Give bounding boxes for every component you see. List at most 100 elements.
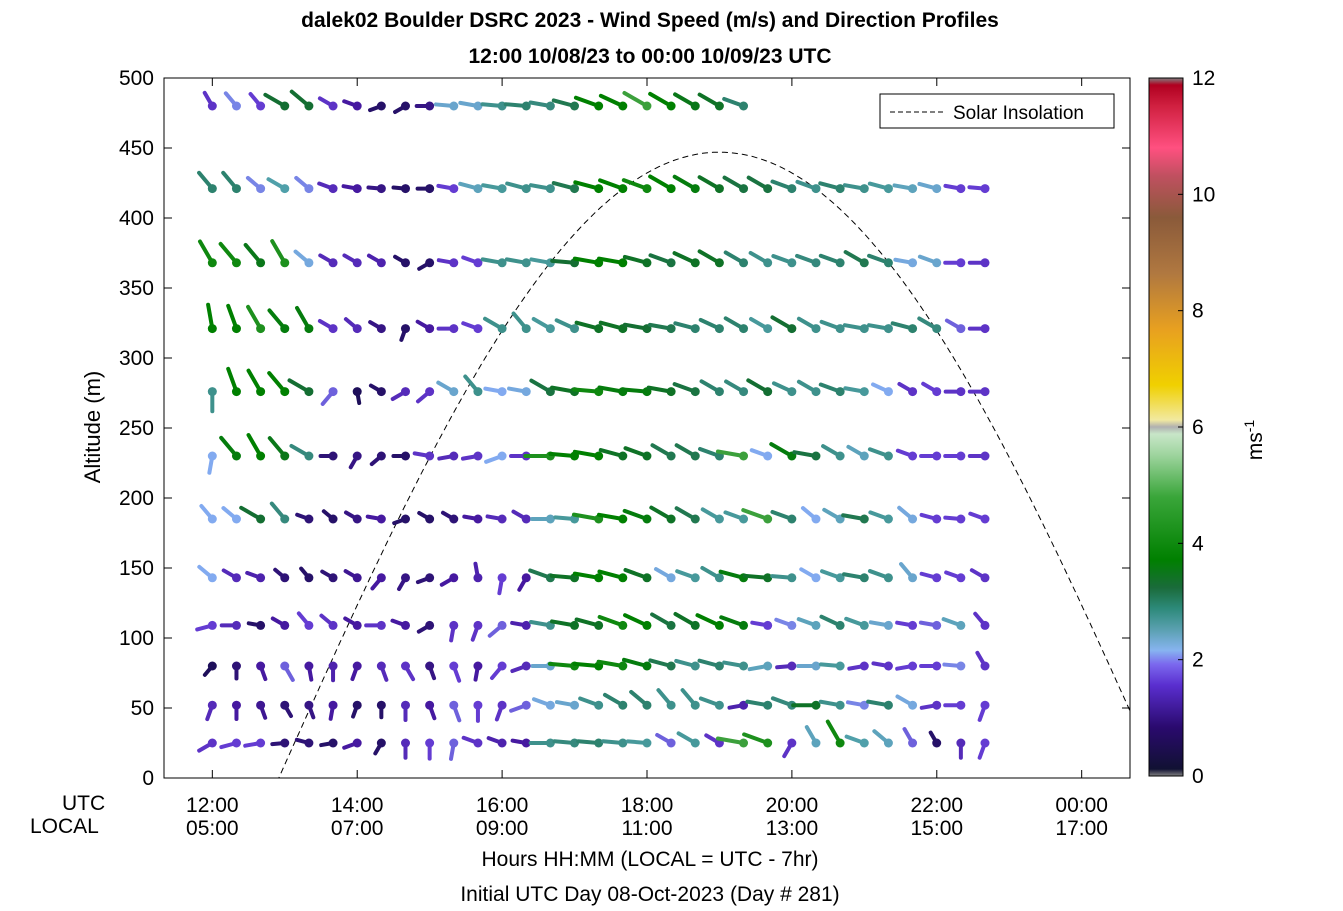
wind-barb <box>554 318 580 334</box>
wind-barb-dot <box>352 620 362 630</box>
wind-barb <box>473 561 483 583</box>
wind-barb <box>269 501 290 524</box>
wind-barb-dot <box>859 738 869 748</box>
wind-barb <box>723 510 749 524</box>
wind-barb <box>289 443 314 461</box>
wind-barb <box>800 506 821 524</box>
wind-barb-dot <box>618 620 628 630</box>
wind-barb <box>820 569 845 583</box>
wind-barb-dot <box>835 738 845 748</box>
wind-barb <box>202 90 217 111</box>
wind-barb-dot <box>352 324 362 334</box>
wind-barb-dot <box>256 387 266 397</box>
x-tick-label-utc: 22:00 <box>911 794 964 817</box>
wind-barb-dot <box>811 324 821 334</box>
wind-barb <box>846 444 869 461</box>
wind-barb <box>197 239 217 268</box>
wind-barb-dot <box>739 620 749 630</box>
y-tick-label: 50 <box>131 697 154 720</box>
wind-barb <box>746 175 773 194</box>
wind-barb <box>304 661 314 682</box>
wind-barb-dot <box>883 700 893 710</box>
wind-barb-dot <box>763 573 773 583</box>
wind-barb-dot <box>835 661 845 671</box>
wind-barb-dot <box>908 514 918 524</box>
x-tick-label-utc: 14:00 <box>331 794 384 817</box>
wind-barb-dot <box>473 573 483 583</box>
wind-barb-dot <box>400 184 410 194</box>
wind-barb-dot <box>207 258 217 268</box>
wind-barb-dot <box>280 661 290 671</box>
wind-barb <box>770 509 797 524</box>
wind-barb-dot <box>473 620 483 630</box>
wind-barb-dot <box>400 387 410 397</box>
wind-barb <box>507 386 531 397</box>
wind-barb <box>243 738 266 748</box>
wind-barb-dot <box>304 451 314 461</box>
wind-barb <box>656 688 676 710</box>
wind-barb-dot <box>594 573 604 583</box>
wind-barb-dot <box>908 700 918 710</box>
wind-barb <box>895 620 918 630</box>
wind-barb <box>967 258 990 268</box>
wind-barb <box>967 184 990 194</box>
wind-barb <box>256 661 268 682</box>
wind-barb <box>674 506 700 524</box>
wind-barb <box>825 719 845 748</box>
wind-barb-dot <box>280 324 290 334</box>
wind-barb-dot <box>739 514 749 524</box>
wind-barb-dot <box>425 738 435 748</box>
wind-barb-dot <box>473 738 483 748</box>
wind-barb-dot <box>859 258 869 268</box>
wind-barb <box>231 700 241 722</box>
wind-barb-dot <box>231 661 241 671</box>
x-tick-label-utc: 12:00 <box>186 794 239 817</box>
wind-barb <box>197 738 217 753</box>
wind-barb <box>727 700 749 710</box>
wind-barb-dot <box>883 387 893 397</box>
wind-barb <box>511 311 531 334</box>
wind-barb-dot <box>328 184 338 194</box>
wind-barb <box>672 174 700 194</box>
wind-barb-dot <box>642 184 652 194</box>
wind-barb-dot <box>714 514 724 524</box>
wind-barb <box>742 573 773 583</box>
wind-barb <box>226 303 241 334</box>
wind-barb <box>943 451 966 461</box>
wind-barb-dot <box>352 514 362 524</box>
wind-barb <box>342 738 362 750</box>
wind-barb <box>867 323 893 334</box>
colorbar-tick-label: 4 <box>1192 532 1204 555</box>
wind-barb <box>673 92 700 111</box>
wind-barb-dot <box>739 661 749 671</box>
wind-barb-dot <box>835 620 845 630</box>
x-tick-label-utc: 20:00 <box>766 794 819 817</box>
wind-barb <box>943 700 966 710</box>
wind-barb <box>392 514 410 526</box>
wind-barb <box>267 436 290 461</box>
wind-barb <box>528 100 555 111</box>
wind-barb <box>795 179 821 194</box>
wind-barb <box>843 386 869 397</box>
wind-barb <box>871 661 893 671</box>
wind-barb <box>698 317 724 334</box>
wind-barb <box>485 514 507 524</box>
wind-barb-dot <box>400 451 410 461</box>
wind-barb <box>294 175 314 194</box>
y-tick-label: 450 <box>119 137 154 160</box>
wind-barb <box>458 181 483 194</box>
wind-barb-dot <box>545 700 555 710</box>
wind-barb <box>280 700 294 719</box>
wind-barb <box>400 700 410 722</box>
wind-barb-dot <box>400 514 410 524</box>
wind-barb <box>697 92 724 111</box>
wind-barb-dot <box>883 738 893 748</box>
wind-barb-dot <box>811 738 821 748</box>
wind-barb-dot <box>545 514 555 524</box>
colorbar-tick-label: 12 <box>1192 67 1215 90</box>
wind-barb-dot <box>328 387 338 397</box>
wind-barb <box>436 324 459 334</box>
wind-barb <box>841 513 869 524</box>
wind-barb-dot <box>231 700 241 710</box>
wind-barb-dot <box>449 258 459 268</box>
